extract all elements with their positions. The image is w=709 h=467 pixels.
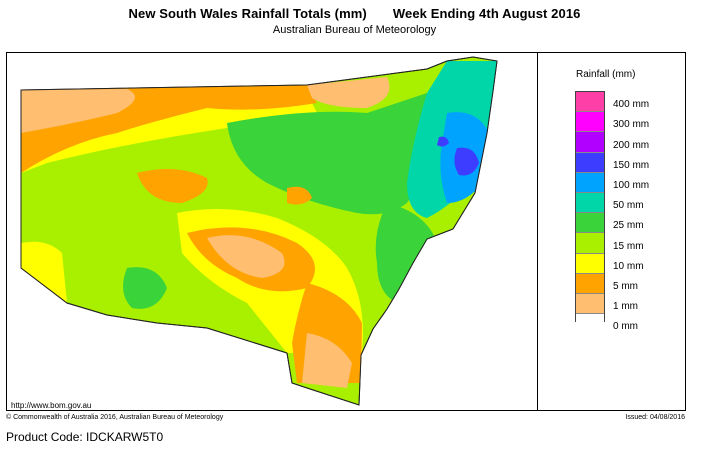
bom-url: http://www.bom.gov.au — [11, 401, 92, 410]
legend-title: Rainfall (mm) — [576, 69, 636, 80]
product-code: Product Code: IDCKARW5T0 — [6, 430, 164, 444]
issued-date: Issued: 04/08/2016 — [625, 414, 685, 421]
legend-divider — [537, 53, 538, 410]
legend-swatch — [576, 233, 604, 254]
legend-label: 0 mm — [613, 321, 638, 333]
legend-label: 100 mm — [613, 179, 650, 191]
legend-label: 50 mm — [613, 200, 644, 212]
rain-zone-10mm-north — [21, 93, 317, 173]
rain-zone-150mm-spot — [437, 136, 449, 147]
legend-swatch — [576, 172, 604, 193]
map-subtitle: Australian Bureau of Meteorology — [272, 24, 437, 36]
legend-label: 10 mm — [613, 260, 644, 272]
map-title-main: New South Wales Rainfall Totals (mm) — [128, 6, 367, 21]
rain-zone-1mm-south — [302, 333, 352, 388]
legend-swatch — [576, 193, 604, 214]
map-title: New South Wales Rainfall Totals (mm) Week… — [0, 6, 709, 21]
legend-swatch — [576, 92, 604, 113]
legend-label: 1 mm — [613, 301, 638, 313]
legend-label: 300 mm — [613, 119, 650, 131]
rain-zone-25mm-east — [375, 203, 437, 303]
legend-label: 400 mm — [613, 99, 650, 111]
legend-label: 5 mm — [613, 280, 638, 292]
legend-label: 25 mm — [613, 220, 644, 232]
legend-swatch — [576, 273, 604, 294]
legend-label: 150 mm — [613, 159, 650, 171]
copyright-notice: © Commonwealth of Australia 2016, Austra… — [6, 414, 224, 421]
nsw-outline — [20, 56, 498, 406]
legend-label: 15 mm — [613, 240, 644, 252]
rainfall-map — [20, 56, 498, 406]
rain-zone-25mm-pocket — [287, 186, 312, 205]
rain-zone-5mm-mid — [137, 169, 208, 203]
legend-swatch — [576, 253, 604, 274]
rain-zone-1mm-northwest — [21, 89, 135, 133]
legend-swatch — [576, 112, 604, 133]
rain-zone-1mm-central — [207, 235, 285, 278]
rain-zone-10mm-west — [21, 241, 67, 303]
legend-swatch — [576, 132, 604, 153]
rain-zone-25mm-southwest — [123, 267, 167, 309]
legend-swatch — [576, 213, 604, 234]
legend-swatch — [576, 152, 604, 173]
map-title-period: Week Ending 4th August 2016 — [392, 6, 581, 21]
legend-label: 200 mm — [613, 139, 650, 151]
rain-zone-150mm — [454, 147, 479, 176]
legend-swatch — [576, 294, 604, 315]
legend-swatch — [576, 314, 604, 335]
map-frame: http://www.bom.gov.au — [6, 52, 686, 411]
legend-color-scale — [575, 91, 605, 335]
rain-zone-25mm-central — [227, 93, 437, 215]
rain-zone-1mm-north — [307, 77, 390, 108]
